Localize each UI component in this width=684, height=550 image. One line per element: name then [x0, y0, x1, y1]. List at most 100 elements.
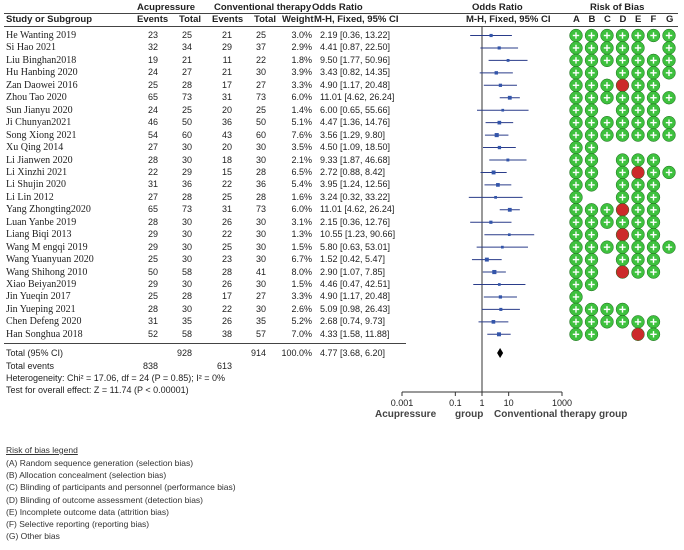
effect-square	[497, 283, 501, 286]
weight: 2.9%	[291, 42, 312, 53]
rob-low-circle	[569, 53, 583, 68]
rob-low-circle	[584, 103, 599, 117]
rob-low-circle	[662, 240, 676, 254]
rob-low-circle	[569, 103, 583, 117]
total-1: 21	[181, 54, 192, 65]
rob-low-circle	[584, 315, 599, 329]
rob-low-circle	[600, 128, 614, 142]
effect-square	[494, 133, 499, 138]
rob-letter-C: C	[604, 14, 611, 25]
weight: 1.5%	[291, 279, 312, 289]
rob-low-circle	[646, 91, 661, 105]
events-2: 21	[221, 30, 232, 40]
total-1: 25	[181, 30, 192, 40]
rob-low-circle	[615, 302, 630, 317]
total-1: 30	[181, 279, 192, 289]
events-1: 22	[147, 166, 158, 177]
rob-low-circle	[615, 116, 630, 130]
rob-low-circle	[569, 290, 583, 304]
events-2: 28	[221, 266, 232, 277]
rob-low-circle	[569, 153, 583, 167]
study-name: Ji Chunyan2021	[6, 117, 72, 129]
or-ci: 5.09 [0.98, 26.43]	[320, 303, 391, 314]
rob-low-circle	[615, 178, 630, 192]
rob-low-circle	[631, 116, 645, 130]
weight: 2.1%	[291, 154, 312, 165]
effect-square	[499, 307, 503, 311]
total-1: 30	[181, 154, 192, 165]
study-name: He Wanting 2019	[6, 30, 77, 41]
rob-low-circle	[584, 66, 599, 80]
effect-square	[497, 145, 502, 150]
rob-high-circle	[615, 228, 630, 242]
rob-low-circle	[569, 215, 583, 229]
rob-low-circle	[662, 66, 676, 80]
total-1: 30	[181, 254, 192, 265]
rob-low-circle	[569, 265, 583, 279]
rob-low-circle	[631, 215, 645, 229]
rob-low-circle	[584, 215, 599, 229]
total-2: 30	[255, 303, 266, 314]
weight: 6.0%	[291, 92, 312, 103]
total-2: 28	[255, 166, 266, 177]
rob-low-circle	[631, 153, 645, 167]
or-ci: 3.43 [0.82, 14.35]	[320, 67, 391, 78]
total-1: 28	[181, 79, 192, 90]
or-ci: 5.80 [0.63, 53.01]	[320, 241, 391, 252]
events-1: 29	[147, 229, 158, 240]
rob-low-circle	[569, 128, 583, 142]
rob-low-circle	[646, 28, 661, 43]
rob-low-circle	[600, 41, 614, 55]
rob-low-circle	[662, 41, 676, 55]
total-2: 30	[255, 216, 266, 227]
rob-low-circle	[569, 165, 583, 180]
or-plot-header: Odds Ratio	[472, 2, 523, 13]
rob-low-circle	[569, 327, 583, 341]
events-1: 27	[147, 142, 158, 153]
rob-letter-F: F	[650, 14, 657, 25]
legend-item: (C) Blinding of participants and personn…	[6, 482, 236, 493]
rob-low-circle	[631, 78, 645, 92]
total-1: 27	[181, 67, 192, 78]
total-events-e2: 613	[216, 361, 232, 371]
rob-low-circle	[615, 315, 630, 329]
or-ci: 2.68 [0.74, 9.73]	[320, 316, 386, 327]
total-1: 73	[181, 92, 192, 103]
rob-low-circle	[662, 128, 676, 142]
rob-low-circle	[584, 178, 599, 192]
total-2: 30	[255, 241, 266, 252]
events-2: 43	[221, 129, 232, 140]
or-header: Odds Ratio	[312, 2, 363, 13]
group2-header: Conventional therapy	[214, 2, 312, 13]
rob-low-circle	[662, 28, 676, 43]
rob-low-circle	[631, 66, 645, 80]
weight: 2.6%	[291, 303, 312, 314]
effect-square	[491, 170, 496, 175]
events-2: 31	[221, 92, 232, 103]
study-name: Wang Yuanyuan 2020	[6, 254, 94, 266]
rob-low-circle	[646, 240, 661, 254]
events-1: 28	[147, 216, 158, 227]
or-ci: 1.52 [0.42, 5.47]	[320, 254, 386, 265]
rob-low-circle	[631, 240, 645, 254]
events-1: 50	[147, 266, 158, 277]
study-name: Wang Shihong 2010	[6, 266, 88, 278]
total-2: 30	[255, 229, 266, 240]
rob-low-circle	[600, 240, 614, 254]
effect-square	[496, 332, 501, 337]
weight: 8.0%	[291, 266, 312, 277]
rob-low-circle	[646, 116, 661, 130]
events-1: 29	[147, 241, 158, 252]
rob-low-circle	[584, 53, 599, 68]
weight: 6.5%	[291, 166, 312, 177]
rob-low-circle	[569, 228, 583, 242]
total-2: 50	[255, 117, 266, 128]
rob-low-circle	[584, 128, 599, 142]
rob-low-circle	[646, 327, 661, 341]
effect-square	[506, 158, 510, 162]
x-tick-label-10: 10	[504, 398, 514, 408]
legend-item: (G) Other bias	[6, 531, 60, 542]
effect-square	[507, 207, 512, 212]
total-1: 58	[181, 328, 192, 339]
rob-low-circle	[662, 53, 676, 68]
